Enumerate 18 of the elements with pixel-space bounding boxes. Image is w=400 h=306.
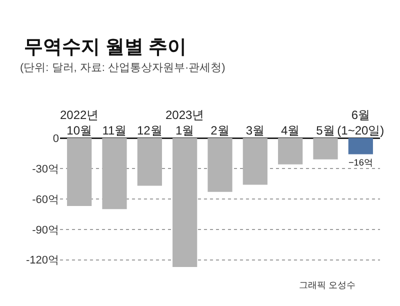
x-tick-label: 3월 [246,124,265,138]
x-tick-label: 2022년 10월 [60,108,99,138]
x-tick-label: 2월 [210,124,230,138]
data-label: −16억 [348,157,373,168]
x-tick-label: 2023년 1월 [165,108,204,138]
chart-title: 무역수지 월별 추이 [24,37,187,58]
chart-subtitle: (단위: 달러, 자료: 산업통상자원부·관세청) [20,62,226,74]
y-tick-label: -60억 [32,194,59,206]
x-tick-label: 6월 (1~20일) [337,108,384,138]
y-tick-label: -30억 [32,163,59,176]
y-tick-label: 0 [52,132,59,145]
text: 그래픽 오성수 [299,280,356,290]
x-tick-label: 4월 [280,124,300,138]
x-tick-label: 11월 [102,124,127,138]
x-tick-label: 5월 [316,124,335,138]
y-tick-label: -120억 [26,254,59,267]
x-tick-label: 12월 [136,124,162,138]
y-tick-label: -90억 [32,224,59,236]
